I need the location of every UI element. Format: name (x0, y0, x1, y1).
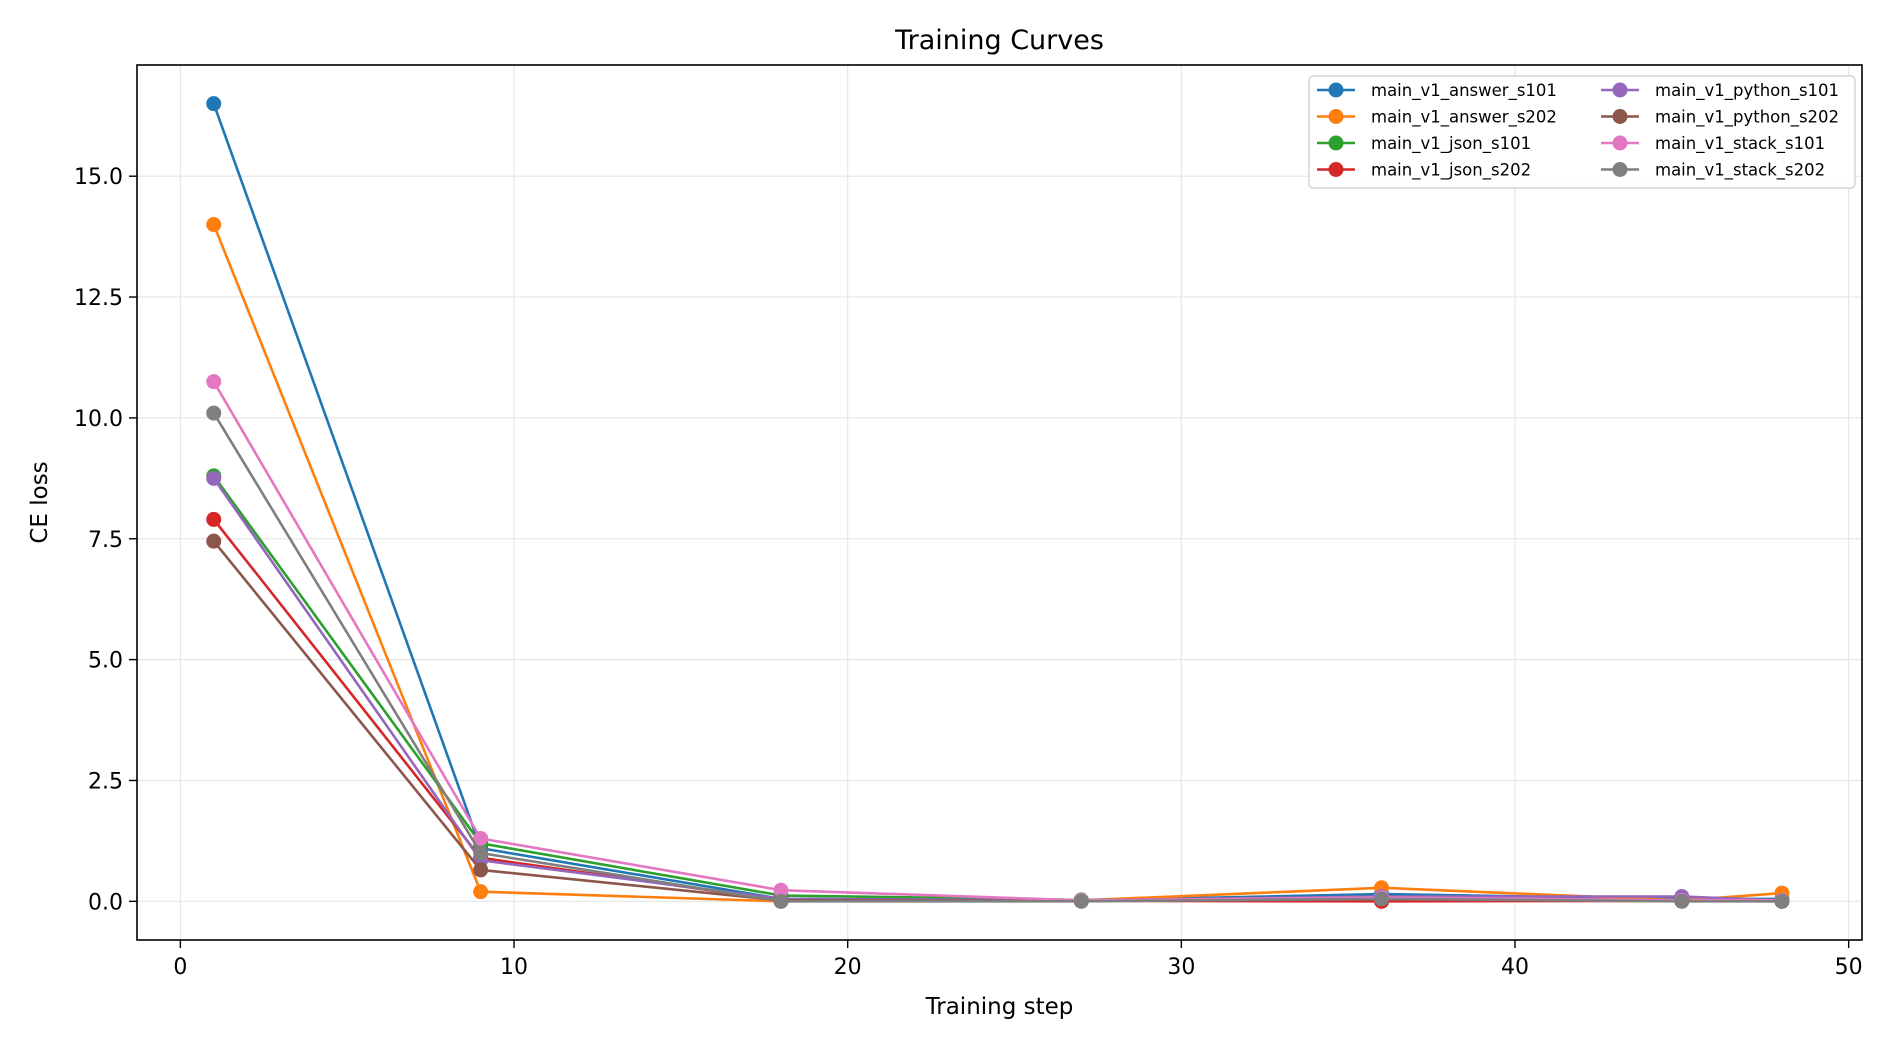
series-lines (206, 96, 1790, 909)
legend-marker (1612, 82, 1628, 98)
legend-entry: main_v1_json_s202 (1317, 161, 1531, 181)
legend-marker (1612, 162, 1628, 177)
y-tick-label: 5.0 (88, 649, 123, 674)
data-point (206, 533, 222, 549)
legend-label: main_v1_json_s202 (1371, 161, 1531, 181)
legend-label: main_v1_answer_s202 (1371, 108, 1557, 128)
legend: main_v1_answer_s101main_v1_answer_s202ma… (1308, 75, 1856, 189)
data-point (473, 862, 489, 878)
data-point (773, 893, 789, 909)
axis-ticks: 0 10 20 30 40 50 0.0 2.5 5.0 7.5 10.0 12.5 15.0 (74, 165, 1863, 980)
data-point (473, 884, 489, 900)
plot-frame (136, 64, 1863, 941)
y-axis-label: CE loss (27, 461, 53, 543)
legend-marker (1612, 109, 1628, 124)
legend-label: main_v1_python_s202 (1655, 108, 1839, 128)
data-point (473, 845, 489, 861)
y-tick-label: 0.0 (88, 890, 123, 915)
legend-entry: main_v1_json_s101 (1317, 134, 1531, 154)
legend-label: main_v1_answer_s101 (1371, 81, 1557, 101)
x-tick-label: 0 (173, 955, 187, 980)
legend-entry: main_v1_python_s101 (1601, 81, 1839, 101)
legend-label: main_v1_json_s101 (1371, 134, 1531, 154)
x-tick-label: 40 (1501, 955, 1529, 980)
legend-marker (1612, 135, 1628, 151)
x-tick-label: 50 (1835, 955, 1863, 980)
data-point (206, 405, 222, 421)
x-tick-label: 30 (1167, 955, 1195, 980)
y-tick-label: 12.5 (74, 286, 123, 311)
x-axis-label: Training step (925, 994, 1074, 1020)
legend-marker (1328, 162, 1344, 177)
data-point (206, 217, 222, 233)
x-tick-label: 10 (500, 955, 528, 980)
data-point (773, 882, 789, 898)
y-tick-label: 10.0 (74, 407, 123, 432)
y-tick-label: 7.5 (88, 528, 123, 553)
data-point (1374, 891, 1390, 907)
data-point (1674, 893, 1690, 909)
x-tick-label: 20 (834, 955, 862, 980)
legend-entry: main_v1_stack_s202 (1601, 161, 1825, 181)
series-main_v1_stack_s202 (206, 405, 1790, 909)
legend-box (1308, 75, 1856, 189)
legend-entry: main_v1_python_s202 (1601, 108, 1839, 128)
y-tick-label: 2.5 (88, 769, 123, 794)
data-point (1774, 893, 1790, 909)
chart-title: Training Curves (894, 25, 1104, 56)
data-point (1073, 893, 1089, 909)
data-point (206, 470, 222, 486)
legend-entry: main_v1_answer_s101 (1317, 81, 1557, 101)
y-tick-label: 15.0 (74, 165, 123, 190)
legend-marker (1328, 109, 1344, 124)
legend-entry: main_v1_stack_s101 (1601, 134, 1825, 154)
legend-label: main_v1_python_s101 (1655, 81, 1839, 101)
legend-marker (1328, 82, 1344, 98)
data-point (206, 96, 222, 112)
data-point (206, 511, 222, 527)
legend-label: main_v1_stack_s101 (1655, 134, 1825, 154)
data-point (473, 830, 489, 846)
legend-label: main_v1_stack_s202 (1655, 161, 1825, 181)
legend-marker (1328, 135, 1344, 151)
data-point (206, 374, 222, 390)
legend-entry: main_v1_answer_s202 (1317, 108, 1557, 128)
